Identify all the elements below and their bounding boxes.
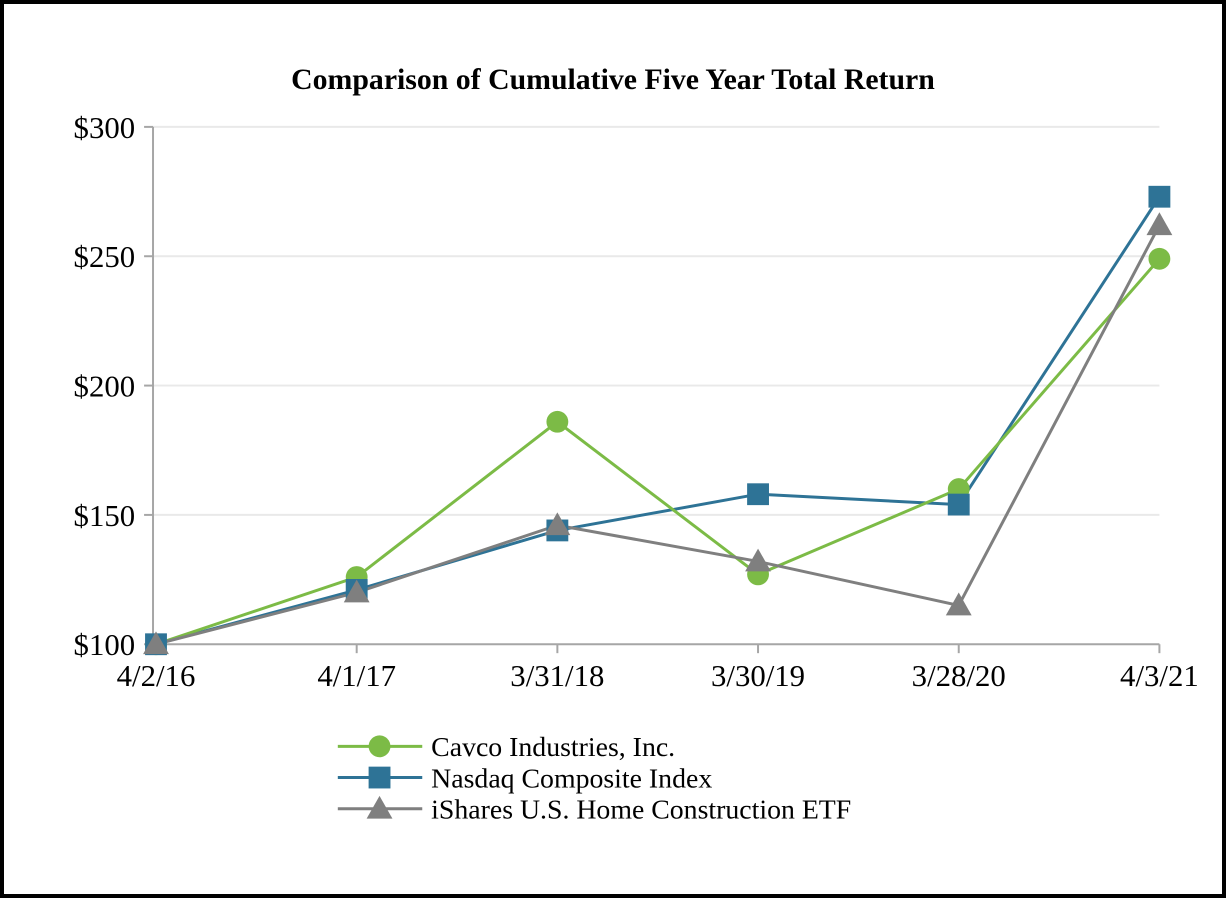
data-point-series-2 <box>1146 212 1173 236</box>
data-point-series-0 <box>546 410 569 433</box>
legend-marker-triangle <box>366 795 393 819</box>
data-point-series-2 <box>945 592 972 616</box>
data-point-series-2 <box>544 512 571 536</box>
legend-label: iShares U.S. Home Construction ETF <box>431 795 851 826</box>
data-point-series-1 <box>1148 185 1171 208</box>
series <box>143 185 1173 656</box>
x-tick-label: 3/31/18 <box>510 659 604 693</box>
x-tick-label: 3/28/20 <box>912 659 1006 693</box>
axis-labels: $100 $150 $200 $250 $300 4/2/16 4/1/17 3/31/18 3… <box>74 111 1199 693</box>
legend-marker-square <box>368 766 391 789</box>
y-tick-label: $100 <box>74 628 136 662</box>
legend-label: Nasdaq Composite Index <box>431 763 712 794</box>
line-chart-svg: Comparison of Cumulative Five Year Total… <box>74 63 1199 826</box>
series-line-0 <box>155 257 1161 646</box>
y-tick-label: $250 <box>74 240 136 274</box>
axes <box>144 125 1161 654</box>
legend-marker-circle <box>368 735 391 758</box>
legend: Cavco Industries, Inc.Nasdaq Composite I… <box>337 732 851 826</box>
x-tick-label: 3/30/19 <box>711 659 805 693</box>
legend-item: Nasdaq Composite Index <box>337 763 712 794</box>
legend-item: iShares U.S. Home Construction ETF <box>337 795 851 826</box>
data-point-series-2 <box>343 579 370 603</box>
x-tick-label: 4/3/21 <box>1120 659 1199 693</box>
data-point-series-1 <box>947 493 970 516</box>
y-tick-label: $200 <box>74 370 136 404</box>
data-point-series-0 <box>1148 247 1171 270</box>
y-tick-label: $150 <box>74 499 136 533</box>
legend-item: Cavco Industries, Inc. <box>337 732 675 763</box>
data-point-series-2 <box>745 548 771 572</box>
gridlines <box>153 125 1160 516</box>
data-point-series-2 <box>143 631 169 655</box>
series-line-1 <box>155 195 1161 646</box>
chart-title: Comparison of Cumulative Five Year Total… <box>291 63 935 96</box>
data-point-series-1 <box>747 483 769 506</box>
y-tick-label: $300 <box>74 111 136 145</box>
x-tick-label: 4/1/17 <box>317 659 396 693</box>
legend-label: Cavco Industries, Inc. <box>431 732 675 763</box>
series-line-2 <box>155 224 1161 646</box>
x-tick-label: 4/2/16 <box>117 659 196 693</box>
